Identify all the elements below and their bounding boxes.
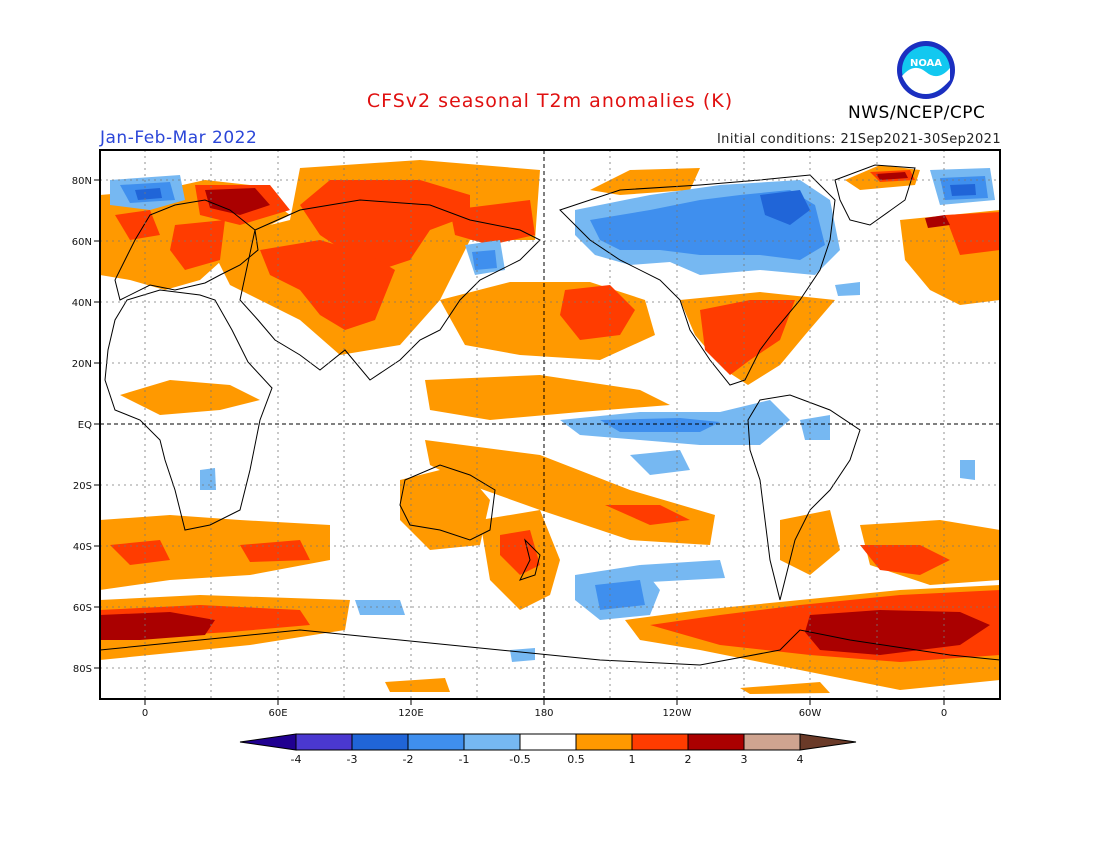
anomaly-fields [100, 160, 1000, 694]
lat-label: 40N [72, 298, 92, 309]
colorbar-swatch [295, 733, 353, 751]
gridlines [100, 150, 1000, 699]
colorbar-label: -3 [347, 753, 358, 766]
agency-label: NWS/NCEP/CPC [848, 103, 986, 123]
forecast-period: Jan-Feb-Mar 2022 [100, 128, 258, 148]
colorbar-label: -2 [403, 753, 414, 766]
europe-outline [114, 199, 259, 301]
svg-text:NOAA: NOAA [910, 58, 942, 69]
lat-label: 20S [73, 481, 92, 492]
colorbar-arrow-right [799, 733, 857, 751]
colorbar-label: 3 [741, 753, 748, 766]
colorbar-label: 2 [685, 753, 692, 766]
coastlines [100, 164, 1000, 666]
colorbar-swatch [463, 733, 521, 751]
lon-label: 0 [941, 708, 947, 719]
australia-outline [399, 464, 496, 541]
lat-label: 20N [72, 359, 92, 370]
colorbar-label: 4 [797, 753, 804, 766]
north-america-outline [559, 174, 836, 386]
lon-label: 120E [398, 708, 423, 719]
africa-outline [104, 289, 273, 531]
greenland-outline [834, 164, 916, 226]
lat-label: EQ [78, 420, 92, 431]
asia-outline [239, 199, 541, 381]
initial-conditions: Initial conditions: 21Sep2021-30Sep2021 [716, 132, 1001, 147]
colorbar-label: -1 [459, 753, 470, 766]
colorbar-swatch [351, 733, 409, 751]
colorbar: -4 -3 -2 -1 -0.5 0.5 1 2 3 4 [239, 733, 857, 766]
colorbar-swatch [743, 733, 801, 751]
lat-label: 80N [72, 176, 92, 187]
antarctica-outline [100, 629, 1000, 666]
map-title: CFSv2 seasonal T2m anomalies (K) [366, 90, 734, 112]
lon-label: 60W [799, 708, 822, 719]
colorbar-swatch [519, 733, 577, 751]
lat-label: 60S [73, 603, 92, 614]
lon-label: 180 [534, 708, 553, 719]
reference-lines [100, 150, 1000, 699]
newzealand-outline [519, 538, 541, 581]
lat-label: 60N [72, 237, 92, 248]
lon-label: 120W [663, 708, 692, 719]
colorbar-swatch [407, 733, 465, 751]
colorbar-label: 1 [629, 753, 636, 766]
lon-label: 60E [268, 708, 287, 719]
colorbar-swatch [687, 733, 745, 751]
lat-label: 80S [73, 664, 92, 675]
colorbar-label: 0.5 [567, 753, 585, 766]
lat-label: 40S [73, 542, 92, 553]
south-america-outline [747, 394, 861, 601]
colorbar-swatch [631, 733, 689, 751]
noaa-logo-icon: NOAA [897, 41, 955, 99]
colorbar-label: -0.5 [509, 753, 530, 766]
lon-label: 0 [142, 708, 148, 719]
colorbar-swatch [575, 733, 633, 751]
colorbar-arrow-left [239, 733, 297, 751]
colorbar-label: -4 [291, 753, 302, 766]
